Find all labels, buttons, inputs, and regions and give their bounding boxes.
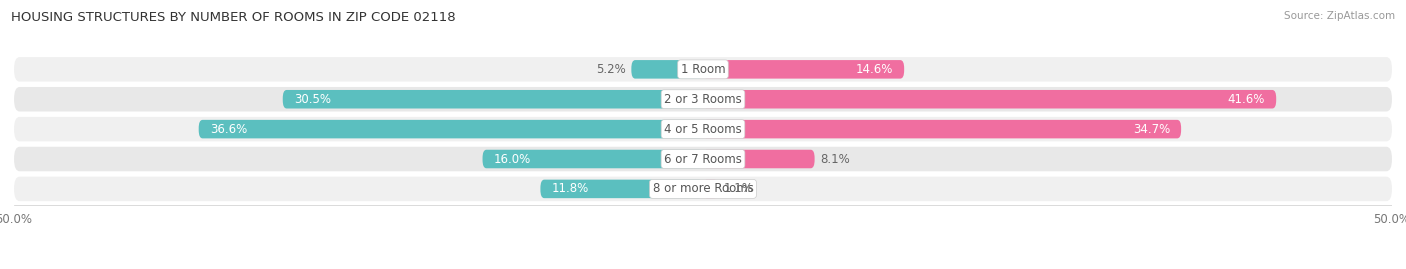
FancyBboxPatch shape [703, 60, 904, 79]
FancyBboxPatch shape [482, 150, 703, 168]
FancyBboxPatch shape [703, 150, 814, 168]
FancyBboxPatch shape [198, 120, 703, 138]
Text: 14.6%: 14.6% [856, 63, 893, 76]
Text: 1.1%: 1.1% [724, 182, 754, 195]
FancyBboxPatch shape [703, 90, 1277, 108]
Text: 36.6%: 36.6% [209, 123, 247, 136]
Text: 11.8%: 11.8% [551, 182, 589, 195]
Text: 1 Room: 1 Room [681, 63, 725, 76]
FancyBboxPatch shape [540, 180, 703, 198]
Text: 30.5%: 30.5% [294, 93, 330, 106]
Text: 8.1%: 8.1% [820, 153, 849, 165]
Text: 2 or 3 Rooms: 2 or 3 Rooms [664, 93, 742, 106]
FancyBboxPatch shape [14, 147, 1392, 171]
FancyBboxPatch shape [14, 117, 1392, 141]
Text: 41.6%: 41.6% [1227, 93, 1265, 106]
FancyBboxPatch shape [14, 87, 1392, 111]
Text: 6 or 7 Rooms: 6 or 7 Rooms [664, 153, 742, 165]
FancyBboxPatch shape [703, 180, 718, 198]
Text: 4 or 5 Rooms: 4 or 5 Rooms [664, 123, 742, 136]
FancyBboxPatch shape [703, 120, 1181, 138]
FancyBboxPatch shape [283, 90, 703, 108]
Text: HOUSING STRUCTURES BY NUMBER OF ROOMS IN ZIP CODE 02118: HOUSING STRUCTURES BY NUMBER OF ROOMS IN… [11, 11, 456, 24]
Text: Source: ZipAtlas.com: Source: ZipAtlas.com [1284, 11, 1395, 21]
FancyBboxPatch shape [14, 177, 1392, 201]
FancyBboxPatch shape [14, 57, 1392, 82]
Text: 16.0%: 16.0% [494, 153, 531, 165]
Text: 34.7%: 34.7% [1133, 123, 1170, 136]
FancyBboxPatch shape [631, 60, 703, 79]
Text: 8 or more Rooms: 8 or more Rooms [652, 182, 754, 195]
Text: 5.2%: 5.2% [596, 63, 626, 76]
